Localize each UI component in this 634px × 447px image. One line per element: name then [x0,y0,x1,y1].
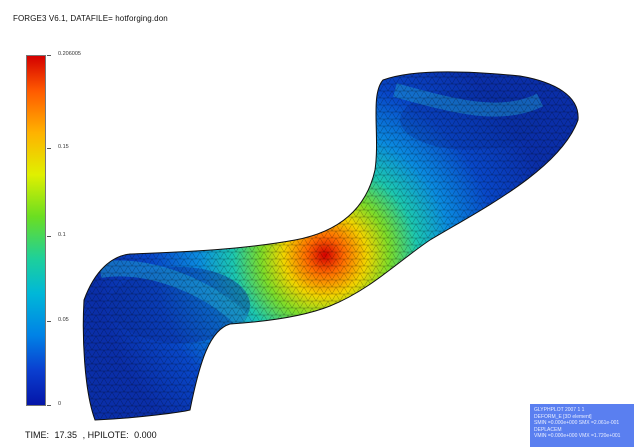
color-scale-bar [26,55,46,406]
hpilote-label: , HPILOTE: [82,430,129,440]
scale-label-min: 0 [58,401,62,407]
info-panel: GLYPHPLOT 2007 1 1 DEFORM_E [3D element]… [530,404,634,447]
hpilote-value: 0.000 [134,430,157,440]
info-line: GLYPHPLOT 2007 1 1 [534,407,585,413]
scale-tick [47,236,51,237]
scale-label-max: 0.206005 [58,51,81,57]
info-line: DEPLACEM [534,426,562,433]
scale-tick [47,405,51,406]
info-line: SMIN =0.000e+000 SMX =2.061e-001 [534,420,620,426]
scale-tick [47,321,51,322]
info-line: VMIN =0.000e+000 VMX =1.720e+001 [534,433,621,439]
scale-label: 0.05 [58,317,69,323]
scale-tick [47,55,51,56]
status-bar: TIME: 17.35 , HPILOTE: 0.000 [25,430,160,440]
window-title: FORGE3 V6.1, DATAFILE= hotforging.don [13,14,168,23]
time-label: TIME: [25,430,49,440]
scale-tick [47,148,51,149]
time-value: 17.35 [54,430,78,440]
info-line: DEFORM_E [3D element] [534,413,592,420]
scale-label: 0.1 [58,232,66,238]
scale-label: 0.15 [58,144,69,150]
